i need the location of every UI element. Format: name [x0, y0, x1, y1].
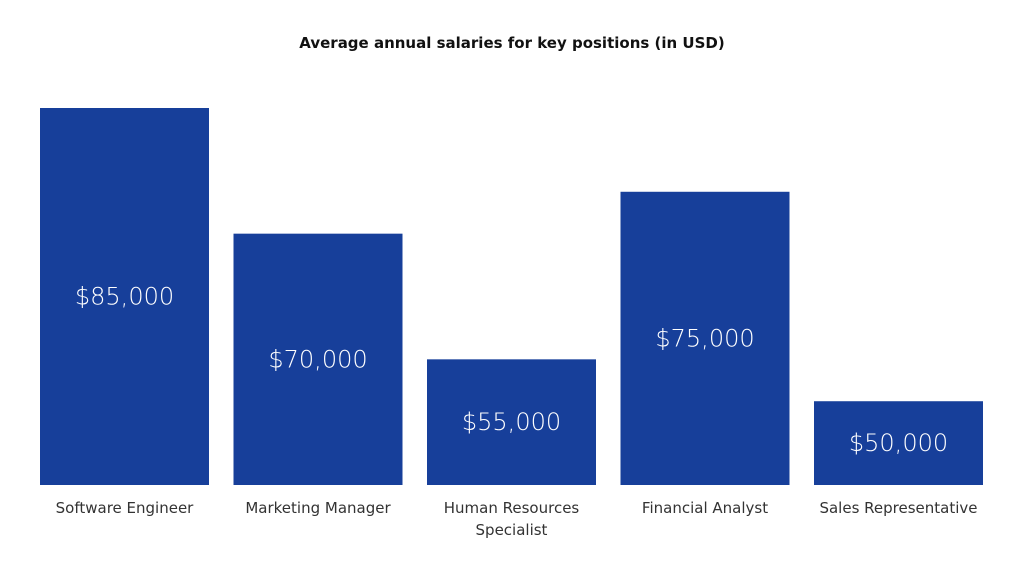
category-labels-group: Software Engineer Marketing Manager Human …: [56, 499, 978, 539]
category-label-4: Financial Analyst: [642, 499, 768, 517]
bar-1: [40, 108, 209, 485]
bar-value-label-3: $55,000: [462, 408, 561, 436]
category-label-3: Human Resources Specialist: [444, 499, 580, 539]
category-label-1: Software Engineer: [56, 499, 195, 517]
bar-value-label-2: $70,000: [268, 345, 367, 373]
category-label-2: Marketing Manager: [245, 499, 391, 517]
bar-value-label-4: $75,000: [655, 324, 754, 352]
chart-title: Average annual salaries for key position…: [299, 34, 725, 52]
bar-2: [233, 233, 403, 485]
bar-labels-group: $85,000 $70,000 $55,000 $75,000 $50,000: [75, 283, 948, 458]
bars-group: [40, 108, 983, 485]
bar-4: [620, 191, 790, 485]
bar-value-label-5: $50,000: [849, 429, 948, 457]
bar-3: [427, 359, 596, 485]
bar-5: [814, 401, 983, 485]
category-label-5: Sales Representative: [819, 499, 977, 517]
bar-value-label-1: $85,000: [75, 283, 174, 311]
